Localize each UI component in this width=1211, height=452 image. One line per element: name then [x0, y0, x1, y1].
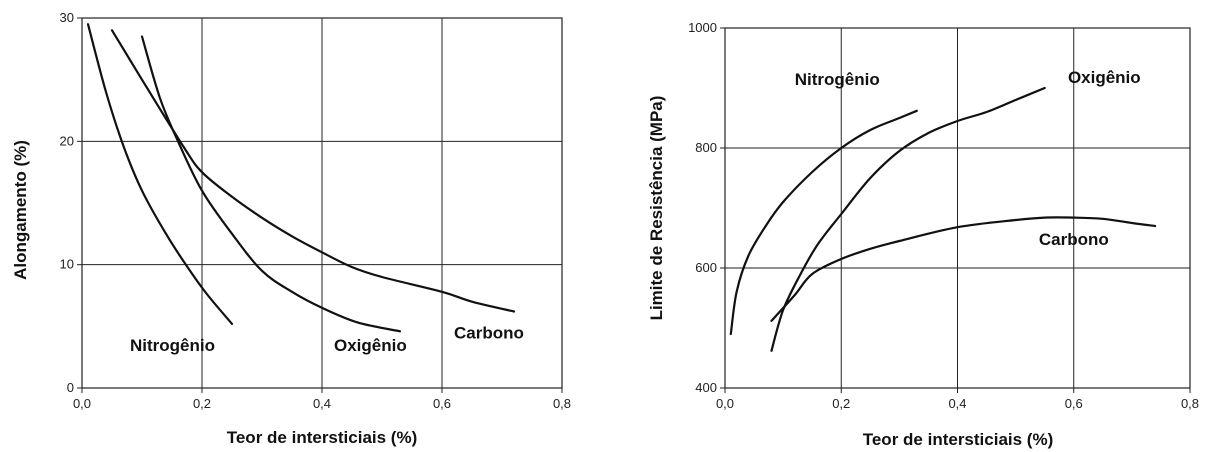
chart-tensile-strength-ylabel: Limite de Resistência (MPa): [647, 96, 666, 321]
elongation-ytick-label: 20: [60, 133, 74, 148]
elongation-xtick-label: 0,4: [313, 396, 331, 411]
tensile-ytick-label: 1000: [688, 20, 717, 35]
tensile-ytick-label: 400: [695, 380, 717, 395]
elongation-xtick-label: 0,8: [553, 396, 571, 411]
tensile-series-nitrogenio-line: [729, 109, 918, 336]
elongation-series-carbono-label: Carbono: [454, 324, 524, 343]
elongation-series-carbono-line: [110, 29, 516, 313]
elongation-xtick-label: 0,0: [73, 396, 91, 411]
tensile-xtick-label: 0,0: [716, 396, 734, 411]
tensile-ytick-label: 600: [695, 260, 717, 275]
elongation-xtick-label: 0,2: [193, 396, 211, 411]
elongation-xtick-label: 0,6: [433, 396, 451, 411]
elongation-ytick-label: 10: [60, 257, 74, 272]
tensile-series-carbono-label: Carbono: [1039, 230, 1109, 249]
tensile-xtick-label: 0,8: [1181, 396, 1199, 411]
chart-elongation-ylabel: Alongamento (%): [11, 140, 30, 280]
elongation-series-nitrogenio-line: [86, 23, 234, 325]
elongation-ytick-label: 30: [60, 10, 74, 25]
elongation-ytick-label: 0: [67, 380, 74, 395]
chart-elongation: Teor de intersticiais (%) Alongamento (%…: [11, 10, 571, 447]
tensile-xtick-label: 0,4: [948, 396, 966, 411]
chart-tensile-strength: Teor de intersticiais (%) Limite de Resi…: [647, 20, 1199, 449]
elongation-series-oxigenio-label: Oxigênio: [334, 336, 407, 355]
elongation-series-nitrogenio-label: Nitrogênio: [130, 336, 215, 355]
tensile-xtick-label: 0,2: [832, 396, 850, 411]
elongation-series-oxigenio-line: [140, 35, 402, 333]
tensile-series-oxigenio-line: [770, 86, 1046, 352]
chart-elongation-xlabel: Teor de intersticiais (%): [227, 428, 418, 447]
tensile-xtick-label: 0,6: [1065, 396, 1083, 411]
tensile-series-carbono-line: [770, 216, 1157, 322]
chart-tensile-strength-xlabel: Teor de intersticiais (%): [863, 430, 1054, 449]
tensile-series-oxigenio-label: Oxigênio: [1068, 68, 1141, 87]
tensile-ytick-label: 800: [695, 140, 717, 155]
tensile-series-nitrogenio-label: Nitrogênio: [795, 70, 880, 89]
